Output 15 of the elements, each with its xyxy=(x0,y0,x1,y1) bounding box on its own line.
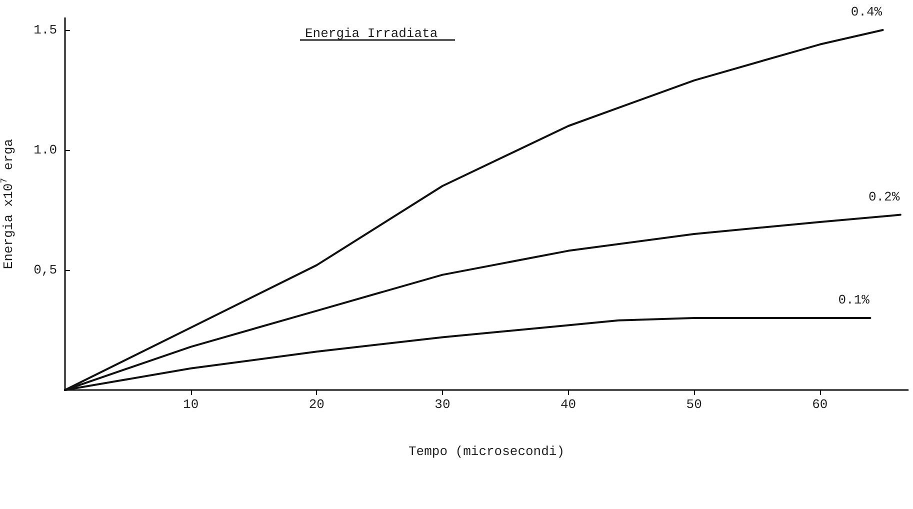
x-axis-title: Tempo (microsecondi) xyxy=(408,444,565,459)
y-tick-label: 1.0 xyxy=(34,142,57,158)
y-axis-title: Energia x107 erga xyxy=(0,138,16,270)
series-label: 0.1% xyxy=(838,292,870,308)
x-tick-label: 50 xyxy=(686,397,702,412)
x-tick-label: 20 xyxy=(308,397,324,412)
x-tick-label: 30 xyxy=(434,397,450,412)
text: Energia Irradiata xyxy=(305,26,438,41)
x-tick-label: 60 xyxy=(812,397,828,412)
series-label: 0.2% xyxy=(868,189,900,204)
y-tick-label: 0,5 xyxy=(34,262,57,278)
x-tick-label: 10 xyxy=(183,397,199,412)
y-tick-label: 1.5 xyxy=(34,22,57,38)
series-label: 0.4% xyxy=(850,4,882,20)
x-tick-label: 40 xyxy=(560,397,576,412)
